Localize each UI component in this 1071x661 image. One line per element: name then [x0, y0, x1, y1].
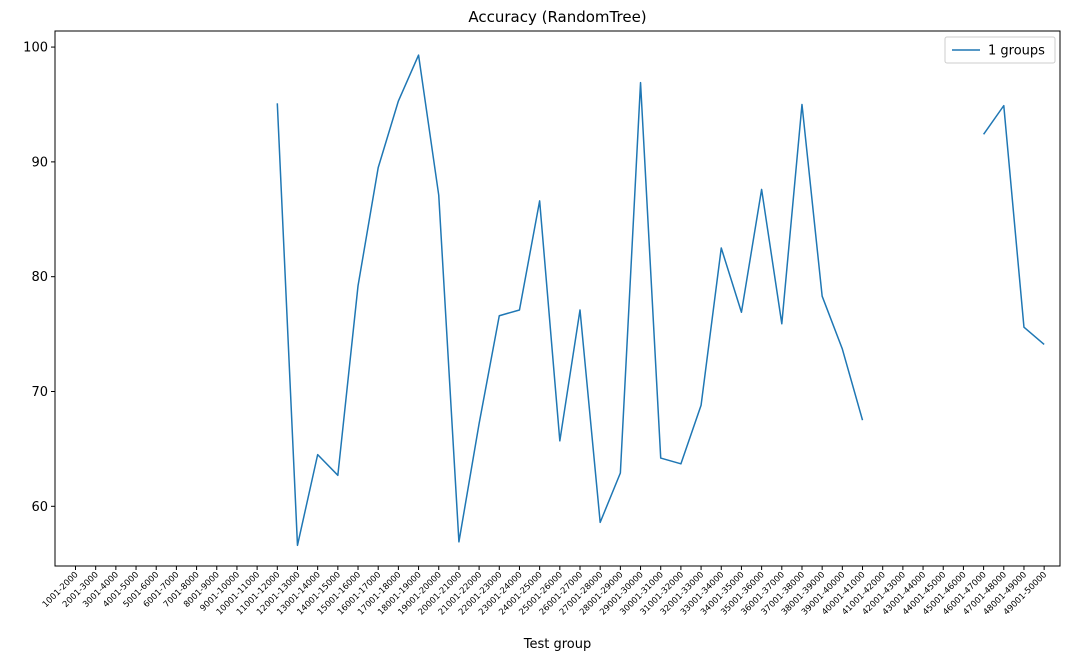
y-axis: 60 70 80 90 100 [23, 41, 55, 515]
y-tick-label: 70 [31, 385, 48, 400]
x-axis-label: Test group [523, 637, 592, 652]
y-tick-label: 60 [31, 500, 48, 515]
plot-frame [54, 30, 1061, 567]
series-line-1-groups [276, 54, 1045, 547]
plot-area [276, 54, 1045, 547]
legend-box [944, 36, 1056, 64]
chart-title: Accuracy (RandomTree) [468, 8, 646, 26]
y-tick-label: 90 [31, 155, 48, 170]
legend-entry-label: 1 groups [988, 44, 1045, 59]
x-axis: 1001-20002001-30003001-40004001-50005001… [41, 566, 1049, 618]
y-tick-label: 100 [23, 41, 48, 56]
legend: 1 groups [944, 36, 1056, 64]
y-tick-label: 80 [31, 270, 48, 285]
